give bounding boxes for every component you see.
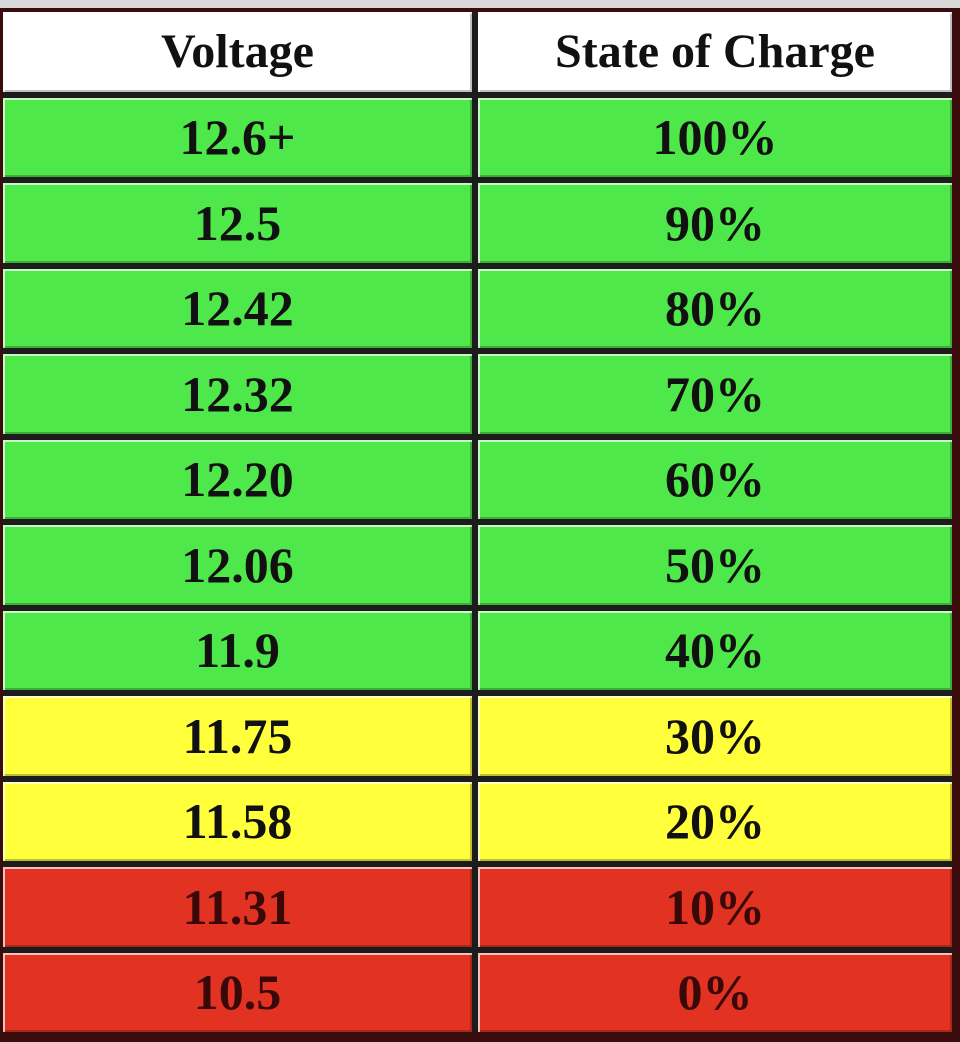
charge-cell: 50% [478, 525, 952, 605]
voltage-cell: 11.9 [3, 610, 472, 690]
charge-cell: 70% [478, 354, 952, 434]
charge-cell: 60% [478, 439, 952, 519]
voltage-cell: 11.58 [3, 781, 472, 861]
voltage-cell: 10.5 [3, 952, 472, 1032]
header-cell: Voltage [3, 12, 472, 92]
charge-cell: 40% [478, 610, 952, 690]
header-cell: State of Charge [478, 12, 952, 92]
charge-cell: 20% [478, 781, 952, 861]
voltage-cell: 12.42 [3, 268, 472, 348]
charge-cell: 100% [478, 97, 952, 177]
charge-cell: 10% [478, 867, 952, 947]
charge-cell: 0% [478, 952, 952, 1032]
voltage-cell: 12.5 [3, 183, 472, 263]
voltage-cell: 12.6+ [3, 97, 472, 177]
voltage-cell: 12.32 [3, 354, 472, 434]
voltage-cell: 11.31 [3, 867, 472, 947]
table-frame: Voltage State of Charge 12.6+ 100% 12.5 90%… [0, 8, 960, 1042]
charge-cell: 90% [478, 183, 952, 263]
charge-cell: 80% [478, 268, 952, 348]
charge-cell: 30% [478, 696, 952, 776]
charge-table: Voltage State of Charge 12.6+ 100% 12.5 90%… [3, 12, 952, 1032]
voltage-cell: 11.75 [3, 696, 472, 776]
voltage-cell: 12.20 [3, 439, 472, 519]
voltage-cell: 12.06 [3, 525, 472, 605]
